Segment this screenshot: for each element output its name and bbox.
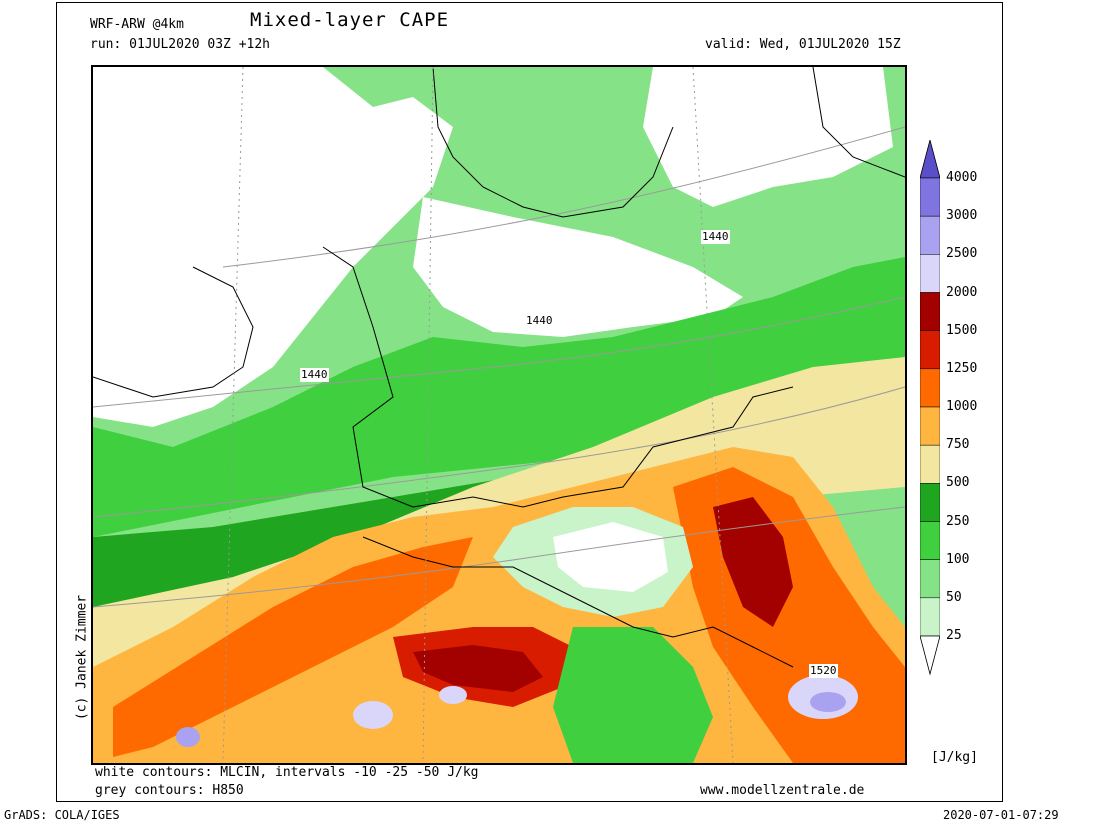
colorbar-segment (920, 559, 940, 599)
timestamp-label: 2020-07-01-07:29 (943, 808, 1059, 822)
model-label: WRF-ARW @4km (90, 17, 184, 32)
no-cape-area-northeast (643, 67, 893, 207)
cape-field-1500 (413, 645, 543, 692)
cape-field-2500-west (353, 701, 393, 729)
colorbar-segment (920, 521, 940, 560)
contour-label: 1520 (809, 664, 838, 678)
coastline (812, 67, 905, 178)
meridian (222, 67, 244, 763)
contour-label: 1440 (300, 368, 329, 382)
colorbar (920, 140, 940, 680)
cape-map: 1440 1440 1440 1520 (91, 65, 907, 765)
colorbar-tick-label: 100 (946, 551, 970, 567)
colorbar-tick-label: 1500 (946, 322, 978, 338)
website-link[interactable]: www.modellzentrale.de (700, 783, 865, 798)
colorbar-segment (920, 330, 940, 370)
contour-label: 1440 (701, 230, 730, 244)
colorbar-tick-label: 2500 (946, 246, 978, 262)
colorbar-segment (920, 406, 940, 446)
colorbar-tick-label: 2000 (946, 284, 978, 300)
colorbar-tick-label: 3000 (946, 208, 978, 224)
grads-label: GrADS: COLA/IGES (4, 808, 120, 822)
cape-field-3000-west (176, 727, 200, 747)
cape-field-1500-east (713, 497, 793, 627)
meridian (692, 67, 734, 763)
colorbar-tick-label: 50 (946, 589, 962, 605)
cape-field-3000-east (810, 692, 846, 712)
meridian (422, 67, 434, 763)
h850-contour (93, 296, 905, 408)
valid-label: valid: Wed, 01JUL2020 15Z (705, 37, 901, 52)
colorbar-tick-label: 25 (946, 628, 962, 643)
h850-contour (93, 506, 905, 608)
h850-contour (93, 386, 905, 518)
legend-line-1: white contours: MLCIN, intervals -10 -25… (95, 765, 479, 780)
country-border (322, 246, 794, 508)
colorbar-segment (920, 483, 940, 522)
colorbar-segment (920, 292, 940, 331)
adriatic-region (553, 627, 713, 763)
colorbar-unit: [J/kg] (931, 750, 978, 765)
colorbar-bottom-arrow (920, 635, 940, 676)
contour-label: 1440 (525, 314, 554, 328)
chart-title: Mixed-layer CAPE (250, 9, 450, 31)
cape-field-100 (93, 257, 905, 537)
no-cape-area-central (413, 197, 743, 337)
legend-line-2: grey contours: H850 (95, 783, 244, 798)
colorbar-segment (920, 368, 940, 408)
colorbar-tick-label: 1250 (946, 360, 978, 376)
colorbar-segment (920, 177, 940, 217)
colorbar-segment (920, 597, 940, 637)
no-cape-area-west (93, 67, 453, 427)
cape-field-1000-west (113, 537, 473, 757)
credit-label: (c) Janek Zimmer (74, 594, 90, 721)
coastline (93, 266, 254, 398)
colorbar-tick-label: 750 (946, 437, 970, 453)
colorbar-tick-label: 500 (946, 475, 970, 491)
colorbar-tick-label: 250 (946, 513, 970, 529)
cape-field-2500-italy (439, 686, 467, 704)
colorbar-segment (920, 254, 940, 293)
colorbar-top-arrow (920, 140, 940, 179)
colorbar-tick-label: 1000 (946, 399, 978, 414)
credit-label-wrapper: (c) Janek Zimmer (62, 580, 90, 740)
colorbar-segment (920, 215, 940, 255)
colorbar-tick-label: 4000 (946, 170, 978, 185)
colorbar-segment (920, 444, 940, 484)
coastline (432, 67, 674, 218)
run-label: run: 01JUL2020 03Z +12h (90, 37, 271, 52)
country-border (362, 536, 794, 668)
alps-no-cape (553, 522, 668, 592)
